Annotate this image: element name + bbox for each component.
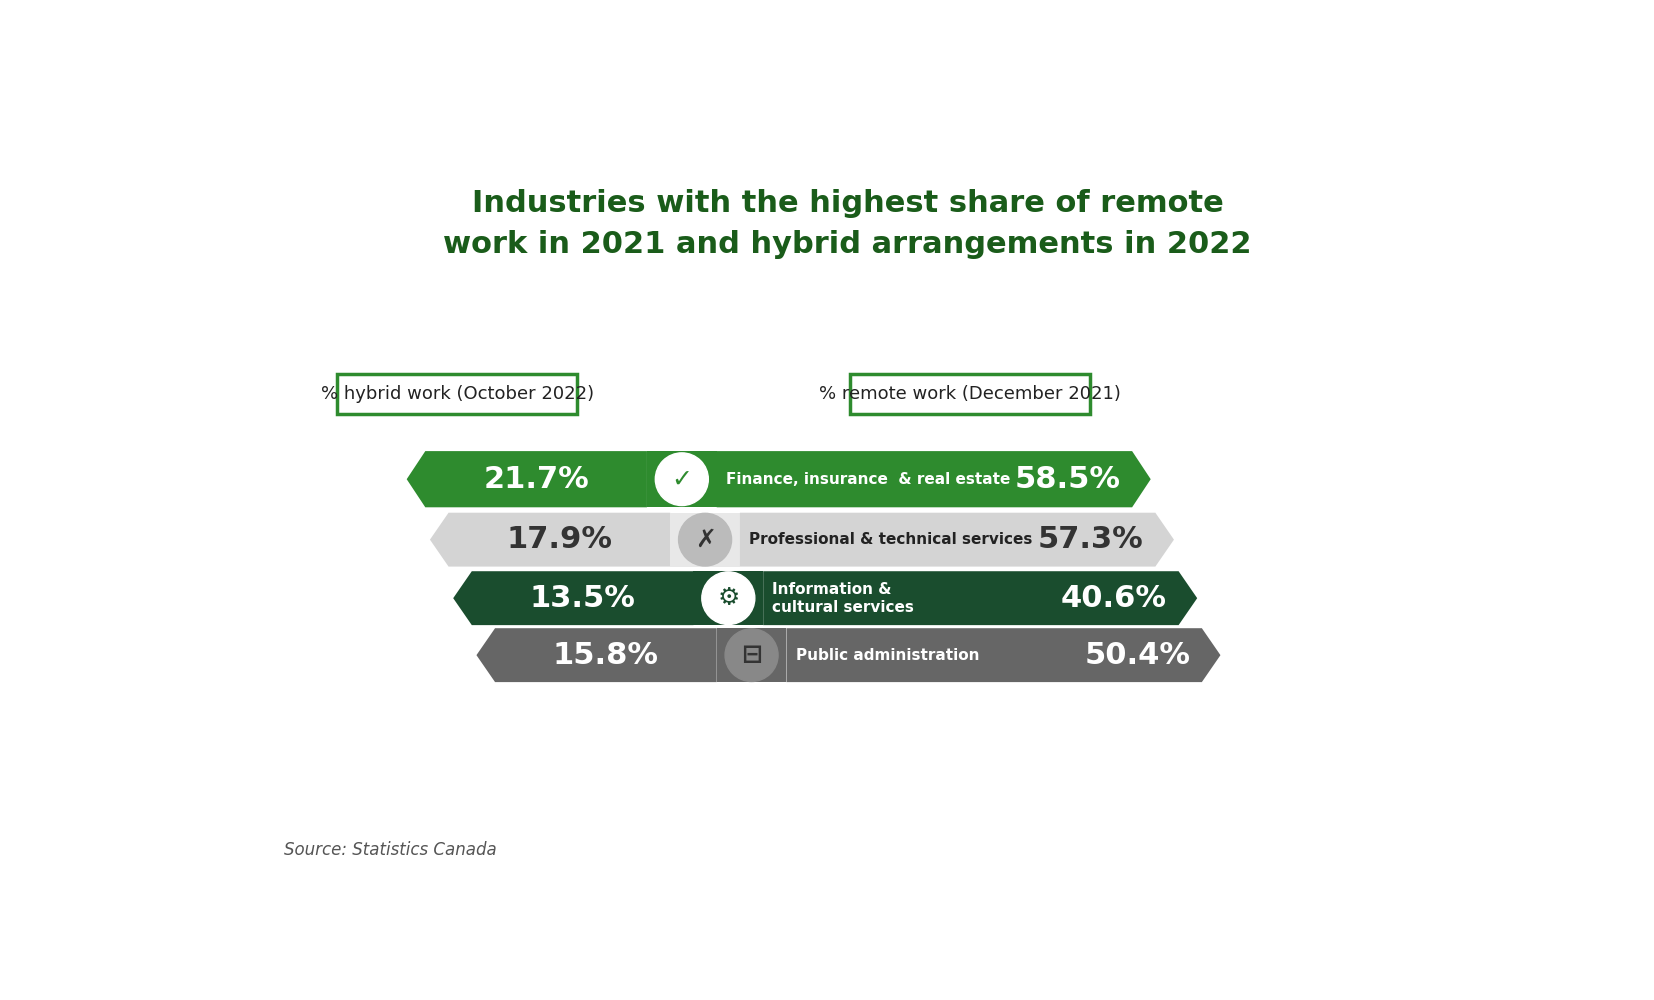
- Text: 21.7%: 21.7%: [483, 465, 589, 494]
- Circle shape: [701, 572, 754, 625]
- Text: ⊟: ⊟: [741, 643, 762, 667]
- Text: 17.9%: 17.9%: [506, 525, 612, 554]
- Text: 40.6%: 40.6%: [1060, 584, 1168, 613]
- Polygon shape: [786, 628, 1221, 682]
- Text: ✓: ✓: [672, 467, 693, 491]
- Text: 50.4%: 50.4%: [1085, 641, 1191, 670]
- Text: Information &
cultural services: Information & cultural services: [772, 582, 915, 615]
- Text: ⚙: ⚙: [718, 586, 739, 610]
- Text: Industries with the highest share of remote
work in 2021 and hybrid arrangements: Industries with the highest share of rem…: [443, 189, 1252, 259]
- Circle shape: [655, 453, 708, 506]
- Polygon shape: [430, 513, 670, 567]
- Polygon shape: [453, 571, 693, 625]
- Polygon shape: [716, 451, 1151, 507]
- Polygon shape: [739, 513, 1174, 567]
- Polygon shape: [476, 628, 716, 682]
- Text: Source: Statistics Canada: Source: Statistics Canada: [284, 841, 496, 859]
- Polygon shape: [762, 571, 1197, 625]
- FancyBboxPatch shape: [850, 374, 1090, 414]
- Text: ✗: ✗: [695, 528, 716, 552]
- Polygon shape: [407, 451, 647, 507]
- Text: 57.3%: 57.3%: [1039, 525, 1143, 554]
- FancyBboxPatch shape: [337, 374, 577, 414]
- Text: 58.5%: 58.5%: [1014, 465, 1120, 494]
- Text: 15.8%: 15.8%: [552, 641, 658, 670]
- Bar: [670, 513, 739, 567]
- Text: 13.5%: 13.5%: [529, 584, 635, 613]
- Text: % hybrid work (October 2022): % hybrid work (October 2022): [321, 385, 594, 403]
- Circle shape: [724, 629, 777, 681]
- Text: Finance, insurance  & real estate: Finance, insurance & real estate: [726, 472, 1011, 487]
- Text: Public administration: Public administration: [796, 648, 979, 663]
- Bar: [716, 628, 786, 682]
- Circle shape: [678, 513, 731, 566]
- Text: Professional & technical services: Professional & technical services: [749, 532, 1032, 547]
- Bar: [693, 571, 762, 625]
- Bar: [647, 451, 716, 507]
- Text: % remote work (December 2021): % remote work (December 2021): [819, 385, 1121, 403]
